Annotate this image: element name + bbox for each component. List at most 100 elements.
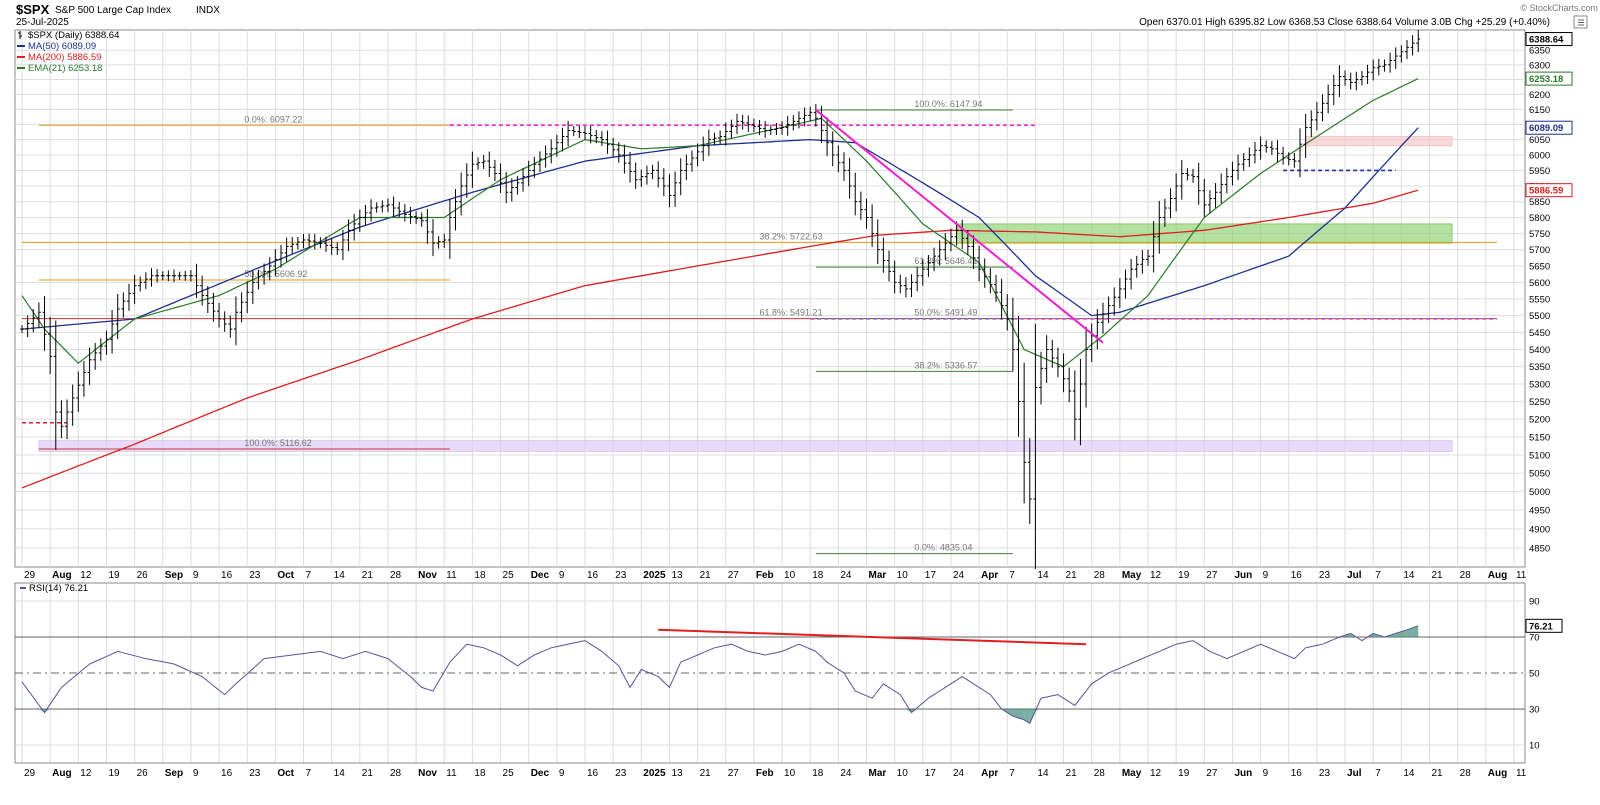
rsi-x-tick-label: Mar — [869, 768, 887, 779]
x-tick-label: 23 — [615, 570, 627, 581]
rsi-x-tick-label: 23 — [1319, 768, 1331, 779]
symbol-text: $SPX — [16, 2, 50, 17]
y-tick-label: 5700 — [1529, 245, 1550, 256]
x-tick-label: 25 — [503, 570, 515, 581]
y-tick-label: 5250 — [1529, 397, 1550, 408]
x-tick-label: 28 — [1460, 570, 1472, 581]
value-tag-box — [1525, 32, 1573, 47]
rsi-x-tick-label: 9 — [1263, 768, 1269, 779]
rsi-x-tick-label: 23 — [249, 768, 261, 779]
y-tick-label: 6000 — [1529, 150, 1550, 161]
rsi-x-tick-label: 16 — [221, 768, 233, 779]
fib-level-label: 61.8%: 5646.41 — [914, 256, 977, 266]
x-tick-label: 28 — [390, 570, 402, 581]
trendline — [815, 109, 1104, 344]
rsi-tick-label: 50 — [1529, 669, 1540, 680]
x-tick-label: 2025 — [643, 570, 666, 581]
fib-level-label: 50.0%: 5491.49 — [914, 307, 977, 317]
fib-level-label: 0.0%: 4835.04 — [914, 543, 972, 553]
y-tick-label: 5200 — [1529, 415, 1550, 426]
rsi-x-tick-label: Apr — [981, 768, 998, 779]
y-tick-label: 5500 — [1529, 311, 1550, 322]
settings-icon[interactable] — [1573, 15, 1588, 29]
rsi-panel: 29 Aug 12 19 26 Sep 9 16 23 Oct 7 14 21 28 Nov 11 18 25 De… — [14, 582, 1563, 779]
y-tick-label: 5650 — [1529, 261, 1550, 272]
x-tick-label: 13 — [671, 570, 683, 581]
rsi-x-tick-label: 24 — [953, 768, 965, 779]
rsi-overbought-fill — [1395, 631, 1402, 637]
rsi-x-tick-label: Dec — [531, 768, 550, 779]
value-tag: 6388.64 — [1529, 35, 1564, 46]
rsi-x-tick-label: 19 — [108, 768, 120, 779]
x-tick-label: 7 — [1375, 570, 1381, 581]
highlight-zone — [956, 223, 1453, 244]
value-tag-box — [1525, 71, 1573, 86]
rsi-x-tick-label: 19 — [1178, 768, 1190, 779]
rsi-x-tick-label: 28 — [390, 768, 402, 779]
rsi-x-tick-label: 18 — [812, 768, 824, 779]
fib-level-label: 61.8%: 5491.21 — [760, 308, 823, 318]
y-tick-label: 5100 — [1529, 451, 1550, 462]
x-tick-label: 10 — [784, 570, 796, 581]
y-tick-label: 6050 — [1529, 135, 1550, 146]
price-bars — [20, 30, 1421, 570]
rsi-tick-label: 90 — [1529, 597, 1540, 608]
rsi-x-tick-label: 11 — [446, 768, 457, 779]
ma200-line — [21, 189, 1419, 489]
y-tick-label: 6300 — [1529, 60, 1550, 71]
highlight-zone — [38, 440, 1453, 452]
rsi-x-tick-label: 27 — [1206, 768, 1218, 779]
y-tick-label: 4950 — [1529, 506, 1550, 517]
rsi-overbought-fill — [1412, 625, 1419, 637]
chart-date: 25-Jul-2025 — [16, 17, 69, 28]
x-tick-label: 11 — [446, 570, 457, 581]
value-tag: 6089.09 — [1529, 123, 1563, 134]
x-tick-label: 18 — [812, 570, 824, 581]
x-tick-label: Oct — [277, 570, 294, 581]
rsi-tick-label: 30 — [1529, 705, 1540, 716]
rsi-x-tick-label: 14 — [1037, 768, 1049, 779]
x-tick-label: Feb — [756, 570, 774, 581]
x-tick-label: 23 — [1319, 570, 1331, 581]
y-tick-label: 5300 — [1529, 380, 1550, 391]
x-tick-label: 16 — [587, 570, 599, 581]
legend-entry: MA(50) 6089.09 — [28, 41, 96, 52]
x-tick-label: 24 — [840, 570, 852, 581]
rsi-oversold-fill — [1007, 709, 1013, 717]
rsi-x-tick-label: 11 — [1516, 768, 1527, 779]
y-tick-label: 5800 — [1529, 213, 1550, 224]
x-tick-label: 7 — [306, 570, 312, 581]
x-tick-label: 9 — [193, 570, 199, 581]
watermark: © StockCharts.com — [1520, 3, 1598, 13]
value-tag-box — [1525, 183, 1573, 198]
x-tick-label: 17 — [925, 570, 937, 581]
legend-entry: $SPX (Daily) 6388.64 — [28, 30, 119, 41]
ma50-line — [21, 127, 1419, 330]
rsi-x-tick-label: 14 — [334, 768, 346, 779]
x-tick-label: 16 — [1291, 570, 1303, 581]
x-tick-label: 27 — [1206, 570, 1218, 581]
y-tick-label: 5600 — [1529, 278, 1550, 289]
rsi-x-tick-label: 21 — [700, 768, 712, 779]
y-tick-label: 4900 — [1529, 524, 1550, 535]
rsi-x-tick-label: 18 — [474, 768, 486, 779]
y-tick-label: 5850 — [1529, 197, 1550, 208]
rsi-line — [21, 625, 1419, 725]
x-tick-label: 21 — [362, 570, 374, 581]
value-tag-box — [1525, 120, 1573, 135]
rsi-x-tick-label: 16 — [587, 768, 599, 779]
x-tick-label: 12 — [1150, 570, 1162, 581]
ohlc-summary: Open 6370.01 High 6395.82 Low 6368.53 Cl… — [1139, 17, 1550, 28]
x-tick-label: 27 — [728, 570, 740, 581]
x-tick-label: 9 — [559, 570, 565, 581]
x-tick-label: Dec — [531, 570, 550, 581]
rsi-oversold-fill — [1024, 709, 1030, 724]
x-tick-label: 12 — [80, 570, 92, 581]
rsi-x-tick-label: 9 — [193, 768, 199, 779]
x-tick-label: 14 — [334, 570, 346, 581]
rsi-x-tick-label: 10 — [897, 768, 909, 779]
x-tick-label: 7 — [1009, 570, 1015, 581]
x-tick-label: 28 — [1094, 570, 1106, 581]
